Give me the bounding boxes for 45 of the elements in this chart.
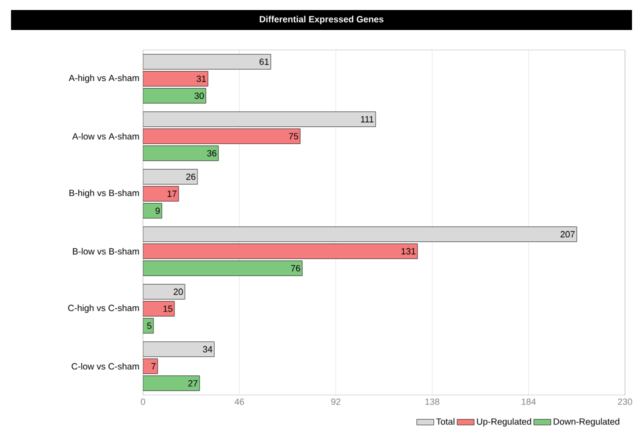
bar <box>143 376 200 391</box>
data-label: 30 <box>194 92 204 99</box>
bar <box>143 146 219 161</box>
y-tick-label: C-high vs C-sham <box>68 304 139 313</box>
data-label: 207 <box>560 231 575 238</box>
bar <box>143 169 198 184</box>
x-tick-label: 46 <box>234 398 244 405</box>
bar <box>143 284 186 300</box>
y-tick-label: C-low vs C-sham <box>72 362 139 370</box>
legend-label: Up-Regulated <box>477 418 532 426</box>
x-tick-label: 138 <box>425 398 440 405</box>
x-tick-label: 0 <box>140 398 146 405</box>
data-label: 36 <box>207 150 216 156</box>
data-label: 26 <box>186 174 196 180</box>
y-tick-label: A-high vs A-sham <box>68 74 139 83</box>
data-label: 5 <box>147 322 152 329</box>
y-tick-label: A-low vs A-sham <box>72 132 139 140</box>
data-label: 7 <box>151 363 156 370</box>
y-tick-label: B-high vs B-sham <box>69 190 139 198</box>
data-label: 131 <box>402 248 416 254</box>
bar <box>143 71 208 86</box>
data-label: 76 <box>291 265 300 272</box>
data-label: 34 <box>202 346 212 352</box>
bar <box>143 186 179 202</box>
bar <box>143 128 300 144</box>
data-label: 15 <box>163 306 172 312</box>
data-label: 75 <box>288 133 298 140</box>
data-label: 111 <box>360 116 374 122</box>
bar <box>143 260 302 276</box>
x-tick-label: 230 <box>618 398 632 405</box>
data-label: 20 <box>174 288 183 295</box>
x-tick-label: 184 <box>522 398 536 405</box>
chart-title: Differential Expressed Genes <box>260 16 384 24</box>
data-label: 9 <box>156 208 160 214</box>
data-label: 61 <box>260 58 269 65</box>
data-label: 17 <box>168 190 176 197</box>
bar <box>143 88 206 104</box>
legend-label: Total <box>436 418 454 425</box>
data-label: 27 <box>188 380 198 386</box>
y-tick-label: B-low vs B-sham <box>72 248 139 255</box>
bar <box>143 244 418 259</box>
bar <box>143 342 214 357</box>
legend-label: Down-Regulated <box>554 418 620 426</box>
x-tick-label: 92 <box>331 398 340 405</box>
data-label: 31 <box>196 76 206 82</box>
